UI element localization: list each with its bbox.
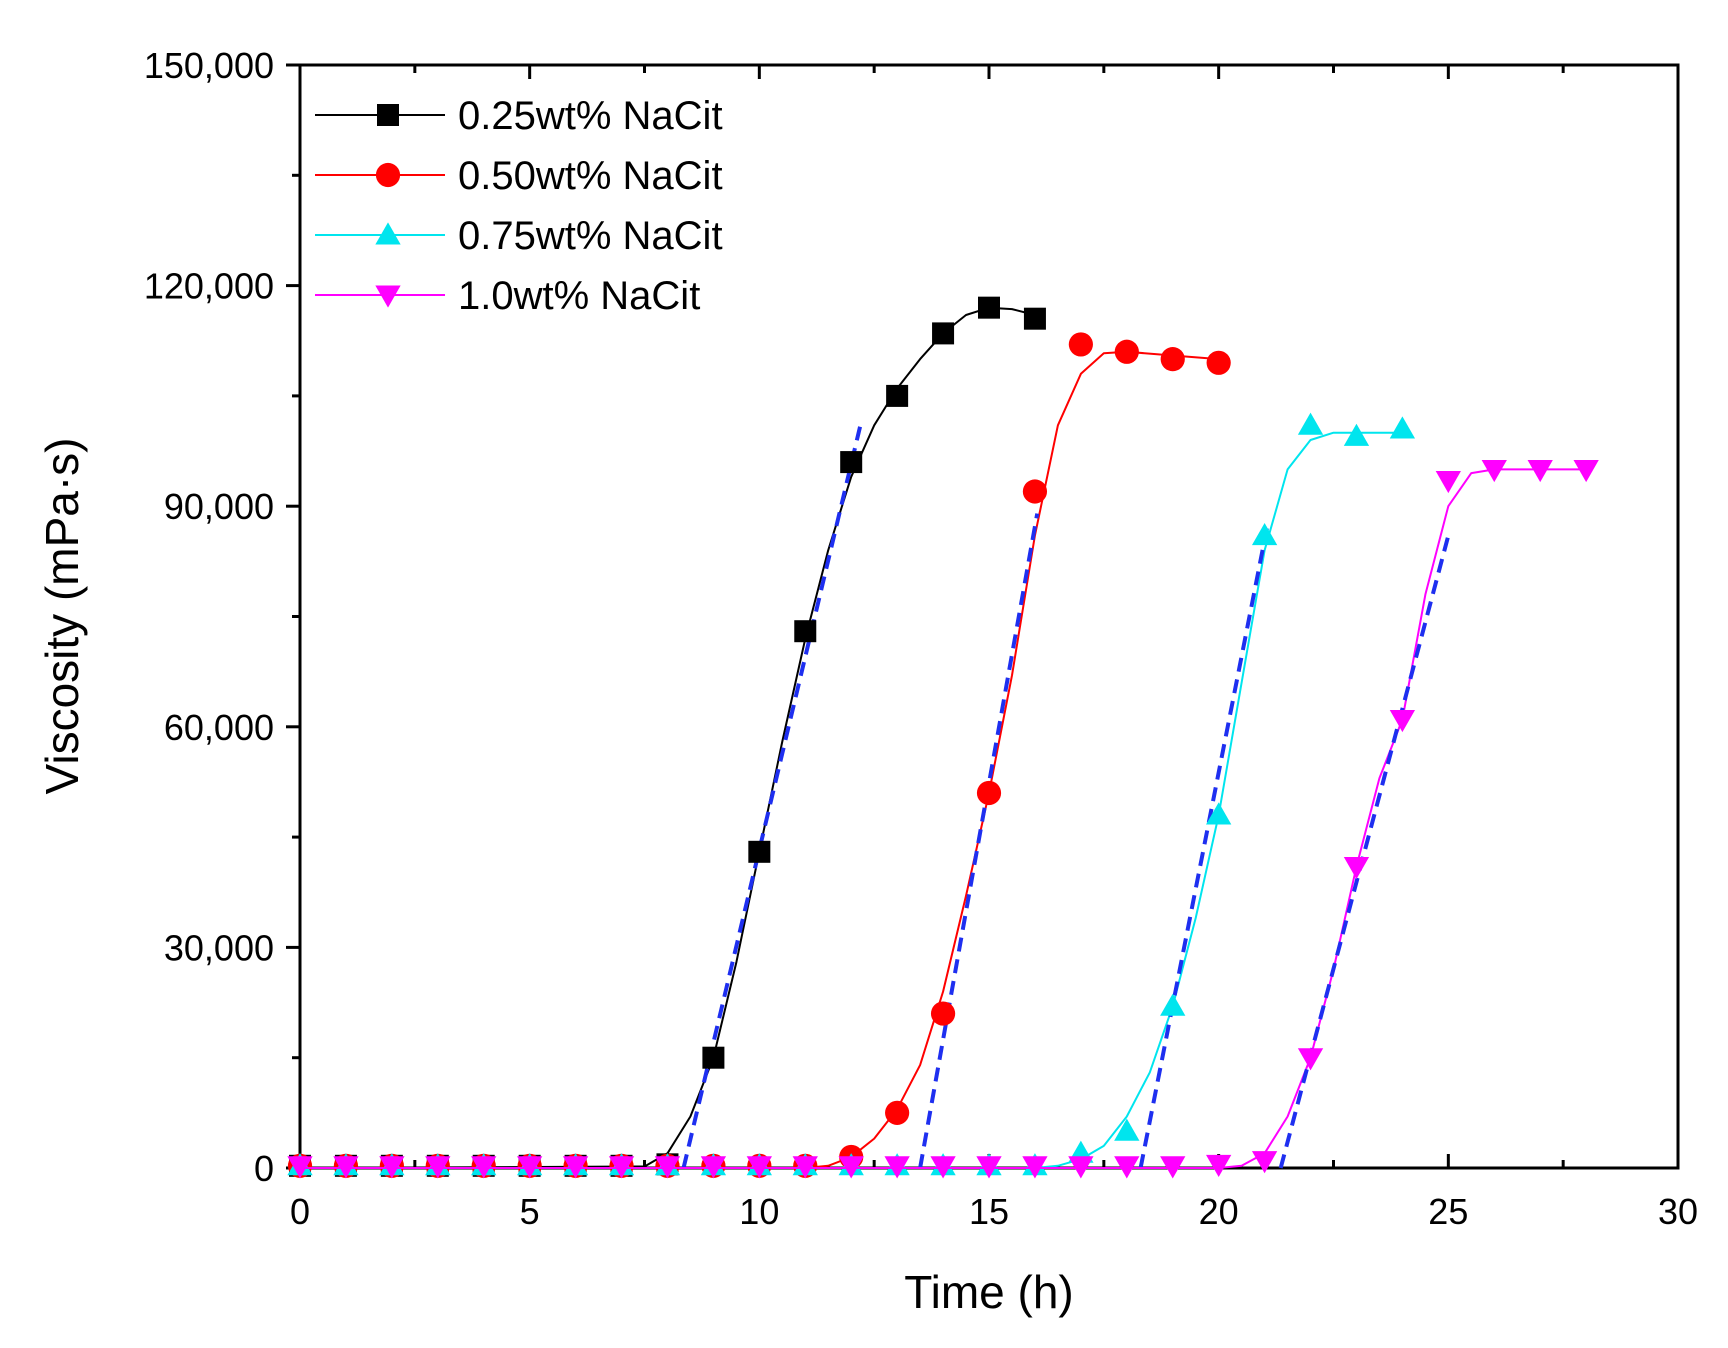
data-point xyxy=(1160,1156,1186,1179)
data-point xyxy=(654,1156,681,1179)
data-point xyxy=(1389,416,1416,439)
data-point xyxy=(1251,1151,1278,1174)
data-point xyxy=(794,620,817,643)
data-point xyxy=(1389,709,1416,733)
data-point xyxy=(333,1156,359,1179)
series-4 xyxy=(287,459,1599,1179)
fit-curve xyxy=(300,350,1219,1169)
x-tick-label: 0 xyxy=(290,1191,310,1232)
data-point xyxy=(700,1156,727,1179)
data-point xyxy=(976,780,1002,806)
y-tick-label: 120,000 xyxy=(144,266,274,307)
data-point xyxy=(702,1046,725,1069)
axis-ticks xyxy=(286,63,1680,1170)
data-point xyxy=(1251,522,1278,546)
series-3 xyxy=(287,412,1416,1176)
data-point xyxy=(287,1156,313,1179)
data-point xyxy=(1068,1156,1094,1179)
tangent-line xyxy=(1278,535,1451,1169)
legend-entry: 0.50wt% NaCit xyxy=(315,154,723,198)
data-point xyxy=(1527,459,1553,483)
data-point xyxy=(1022,479,1048,504)
data-point xyxy=(379,1156,405,1179)
data-point xyxy=(1160,993,1186,1016)
y-tick-label: 60,000 xyxy=(164,707,274,748)
data-point xyxy=(1114,1156,1140,1179)
data-point xyxy=(748,840,771,863)
data-point xyxy=(840,451,863,474)
y-tick-label: 90,000 xyxy=(164,486,274,527)
data-point xyxy=(562,1156,589,1179)
tick-labels: 0 5 10 15 20 25 30 0 30,000 60,000 90,000 120,000 15… xyxy=(144,45,1698,1232)
legend-label: 0.75wt% NaCit xyxy=(458,214,723,258)
x-tick-label: 30 xyxy=(1658,1191,1698,1232)
y-tick-label: 0 xyxy=(254,1148,274,1189)
tangent-line xyxy=(1138,527,1269,1169)
legend-marker xyxy=(375,162,401,188)
x-tick-label: 5 xyxy=(520,1191,540,1232)
data-point xyxy=(838,1156,864,1179)
data-point xyxy=(1297,412,1324,435)
fit-curve xyxy=(299,306,1036,1169)
legend-marker xyxy=(375,285,401,308)
data-point xyxy=(884,1156,910,1179)
data-point xyxy=(1435,470,1461,494)
legend-entry: 0.25wt% NaCit xyxy=(315,94,723,138)
data-point xyxy=(746,1156,772,1179)
data-point xyxy=(930,1001,956,1026)
data-point xyxy=(1343,857,1370,880)
legend-entry: 0.75wt% NaCit xyxy=(315,214,723,258)
series-layer xyxy=(287,296,1599,1179)
data-point xyxy=(1022,1156,1048,1179)
legend-marker xyxy=(377,104,399,126)
data-point xyxy=(1023,307,1046,330)
data-point xyxy=(1206,1154,1232,1177)
y-tick-label: 30,000 xyxy=(164,927,274,968)
data-point xyxy=(930,1156,956,1179)
series-2 xyxy=(287,332,1231,1178)
data-point xyxy=(792,1156,818,1179)
series-1 xyxy=(289,296,1046,1177)
data-point xyxy=(885,1100,910,1125)
legend-entry: 1.0wt% NaCit xyxy=(315,274,700,318)
data-point xyxy=(1206,350,1231,375)
fit-curve xyxy=(300,431,1403,1169)
data-point xyxy=(471,1156,497,1179)
data-point xyxy=(1206,802,1232,825)
legend-label: 0.25wt% NaCit xyxy=(458,94,723,138)
data-point xyxy=(1343,423,1370,446)
data-point xyxy=(608,1156,635,1179)
y-axis-title: Viscosity (mPa·s) xyxy=(36,438,88,795)
data-point xyxy=(1068,332,1093,357)
y-tick-label: 150,000 xyxy=(144,45,274,86)
data-point xyxy=(1573,459,1599,483)
data-point xyxy=(932,322,955,345)
data-point xyxy=(886,384,909,407)
fit-curve xyxy=(300,468,1587,1169)
data-point xyxy=(976,1156,1002,1179)
x-axis-title: Time (h) xyxy=(904,1266,1074,1318)
x-tick-label: 25 xyxy=(1428,1191,1468,1232)
data-point xyxy=(517,1156,543,1179)
data-point xyxy=(1114,1118,1140,1141)
legend-marker xyxy=(375,222,401,245)
data-point xyxy=(1114,339,1139,364)
tangent-line xyxy=(918,513,1040,1169)
x-tick-label: 20 xyxy=(1199,1191,1239,1232)
data-point xyxy=(1481,459,1507,483)
data-point xyxy=(1160,347,1185,372)
legend-label: 0.50wt% NaCit xyxy=(458,154,723,198)
x-tick-label: 10 xyxy=(739,1191,779,1232)
data-point xyxy=(425,1156,451,1179)
data-point xyxy=(978,296,1000,319)
legend: 0.25wt% NaCit 0.50wt% NaCit 0.75wt% NaCit 1… xyxy=(315,94,723,318)
data-point xyxy=(1297,1048,1324,1071)
tangent-line xyxy=(681,424,863,1169)
legend-label: 1.0wt% NaCit xyxy=(458,274,700,318)
x-tick-label: 15 xyxy=(969,1191,1009,1232)
